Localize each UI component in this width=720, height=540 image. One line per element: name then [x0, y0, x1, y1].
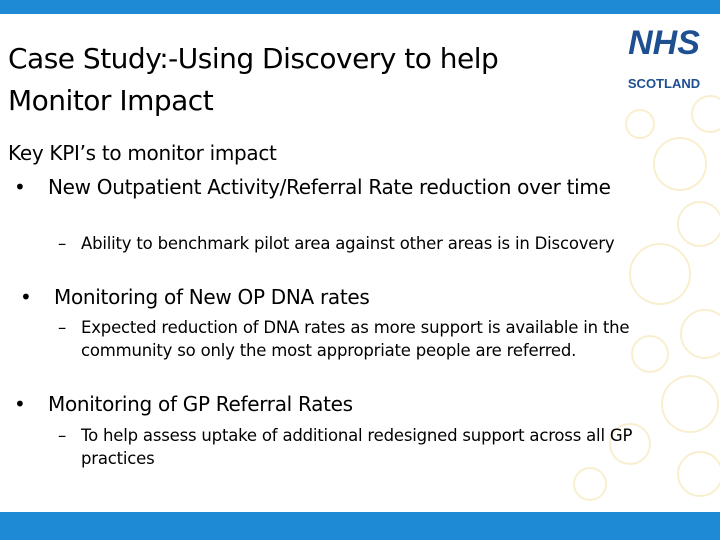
dash: –	[58, 234, 67, 253]
background-pattern	[573, 95, 720, 501]
top-bar	[0, 0, 720, 14]
bottom-bar	[0, 512, 720, 540]
bullet: •	[14, 175, 26, 199]
nhs-logo: NHS SCOTLAND	[628, 24, 700, 91]
bullet: •	[20, 285, 32, 309]
list-item: Monitoring of GP Referral Rates	[48, 392, 353, 416]
dash: –	[58, 318, 67, 337]
list-item: New Outpatient Activity/Referral Rate re…	[48, 175, 611, 199]
logo-name: NHS	[628, 24, 700, 62]
sub-item: Expected reduction of DNA rates as more …	[81, 318, 630, 360]
intro-text: Key KPI’s to monitor impact	[8, 141, 277, 165]
sub-item: Ability to benchmark pilot area against …	[81, 234, 615, 253]
list-item: Monitoring of New OP DNA rates	[54, 285, 370, 309]
dash: –	[58, 426, 67, 445]
sub-item: To help assess uptake of additional rede…	[81, 426, 633, 468]
slide-title: Case Study:-Using Discovery to help Moni…	[8, 42, 499, 117]
bullet: •	[14, 392, 26, 416]
logo-region: SCOTLAND	[628, 76, 700, 91]
